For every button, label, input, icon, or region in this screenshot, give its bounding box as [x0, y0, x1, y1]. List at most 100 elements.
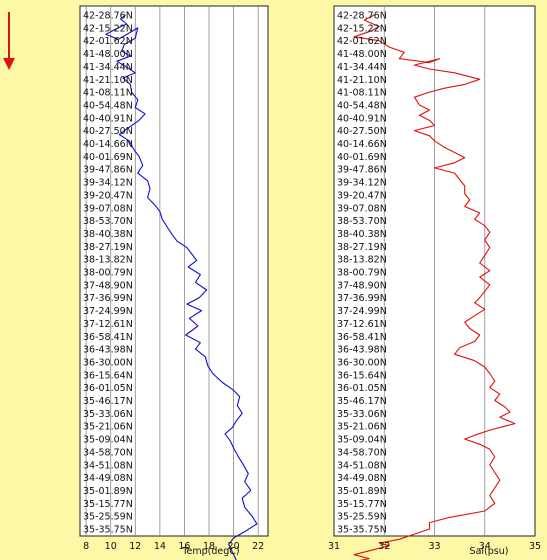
x-tick-label: 8 — [83, 541, 89, 552]
latitude-label: 41-48.00N — [83, 49, 133, 60]
latitude-label: 35-25.59N — [337, 512, 387, 523]
latitude-label: 41-34.44N — [337, 62, 387, 73]
profile-line — [105, 14, 258, 560]
latitude-label: 39-34.12N — [83, 178, 133, 189]
latitude-label: 40-14.66N — [337, 139, 387, 150]
latitude-label: 42-01.62N — [83, 36, 133, 47]
temperature-plot-area — [79, 5, 269, 537]
latitude-label: 35-09.04N — [83, 435, 133, 446]
salinity-axis-title: Sal(psu) — [470, 546, 509, 557]
x-tick-label: 20 — [228, 541, 240, 552]
latitude-label: 39-47.86N — [337, 165, 387, 176]
latitude-label: 34-58.70N — [83, 447, 133, 458]
latitude-label: 38-13.82N — [337, 255, 387, 266]
latitude-label: 41-34.44N — [83, 62, 133, 73]
latitude-label: 41-21.10N — [83, 75, 133, 86]
latitude-label: 40-27.50N — [83, 126, 133, 137]
latitude-label: 35-35.75N — [337, 525, 387, 536]
temperature-axis-title: Temp(degC) — [181, 546, 239, 557]
latitude-label: 36-30.00N — [337, 357, 387, 368]
latitude-label: 40-40.91N — [83, 113, 133, 124]
latitude-label: 40-01.69N — [83, 152, 133, 163]
latitude-label: 34-58.70N — [337, 447, 387, 458]
x-tick-label: 16 — [178, 541, 190, 552]
temperature-x-ticks: 8 10 12 14 16 18 20 22 — [83, 541, 264, 552]
salinity-line-layer — [353, 14, 516, 560]
latitude-label: 37-12.61N — [337, 319, 387, 330]
profile-line — [353, 14, 516, 560]
latitude-label: 40-54.48N — [83, 100, 133, 111]
salinity-x-ticks: 31 32 33 34 35 — [328, 541, 541, 552]
latitude-label: 36-43.98N — [83, 345, 133, 356]
latitude-label: 42-01.62N — [337, 36, 387, 47]
x-tick-label: 22 — [252, 541, 264, 552]
latitude-label: 35-21.06N — [83, 422, 133, 433]
latitude-label: 42-28.76N — [337, 11, 387, 22]
x-tick-label: 10 — [105, 541, 117, 552]
x-tick-label: 12 — [129, 541, 141, 552]
latitude-label: 38-13.82N — [83, 255, 133, 266]
latitude-label: 39-34.12N — [337, 178, 387, 189]
latitude-label: 34-49.08N — [337, 473, 387, 484]
latitude-label: 39-47.86N — [83, 165, 133, 176]
latitude-label: 35-35.75N — [83, 525, 133, 536]
latitude-label: 38-40.38N — [83, 229, 133, 240]
x-tick-label: 14 — [154, 541, 166, 552]
latitude-label: 37-48.90N — [83, 280, 133, 291]
latitude-label: 35-15.77N — [337, 499, 387, 510]
latitude-label: 38-27.19N — [337, 242, 387, 253]
latitude-label: 40-54.48N — [337, 100, 387, 111]
latitude-label: 37-36.99N — [337, 293, 387, 304]
latitude-label: 40-27.50N — [337, 126, 387, 137]
latitude-label: 41-08.11N — [83, 88, 133, 99]
latitude-label: 36-58.41N — [337, 332, 387, 343]
latitude-label: 35-21.06N — [337, 422, 387, 433]
x-tick-label: 33 — [428, 541, 440, 552]
latitude-label: 37-12.61N — [83, 319, 133, 330]
latitude-label: 34-49.08N — [83, 473, 133, 484]
latitude-label: 35-25.59N — [83, 512, 133, 523]
latitude-label: 35-09.04N — [337, 435, 387, 446]
latitude-label: 39-07.08N — [337, 203, 387, 214]
salinity-grid — [383, 6, 486, 536]
latitude-label: 36-01.05N — [337, 383, 387, 394]
latitude-label: 35-33.06N — [83, 409, 133, 420]
latitude-label: 40-14.66N — [83, 139, 133, 150]
x-tick-label: 34 — [479, 541, 491, 552]
latitude-label: 34-51.08N — [337, 460, 387, 471]
latitude-label: 42-15.22N — [83, 23, 133, 34]
x-tick-label: 31 — [328, 541, 340, 552]
latitude-label: 36-30.00N — [83, 357, 133, 368]
latitude-label: 36-58.41N — [83, 332, 133, 343]
direction-arrow-icon — [3, 12, 15, 70]
x-tick-label: 35 — [529, 541, 541, 552]
latitude-label: 36-15.64N — [83, 370, 133, 381]
temperature-line-layer — [105, 14, 258, 560]
latitude-label: 35-01.89N — [83, 486, 133, 497]
latitude-label: 38-53.70N — [337, 216, 387, 227]
latitude-label: 38-27.19N — [83, 242, 133, 253]
latitude-label: 37-24.99N — [83, 306, 133, 317]
latitude-label: 36-43.98N — [337, 345, 387, 356]
latitude-label: 34-51.08N — [83, 460, 133, 471]
latitude-label: 39-07.08N — [83, 203, 133, 214]
x-tick-label: 18 — [203, 541, 215, 552]
x-tick-label: 32 — [378, 541, 390, 552]
latitude-label: 38-00.79N — [83, 268, 133, 279]
latitude-label: 37-48.90N — [337, 280, 387, 291]
latitude-label: 36-15.64N — [337, 370, 387, 381]
latitude-label: 40-01.69N — [337, 152, 387, 163]
latitude-label: 35-46.17N — [337, 396, 387, 407]
latitude-label: 40-40.91N — [337, 113, 387, 124]
latitude-label: 39-20.47N — [337, 190, 387, 201]
latitude-label: 41-08.11N — [337, 88, 387, 99]
latitude-label: 41-21.10N — [337, 75, 387, 86]
latitude-label: 35-46.17N — [83, 396, 133, 407]
latitude-label: 35-15.77N — [83, 499, 133, 510]
temperature-grid — [85, 6, 259, 536]
